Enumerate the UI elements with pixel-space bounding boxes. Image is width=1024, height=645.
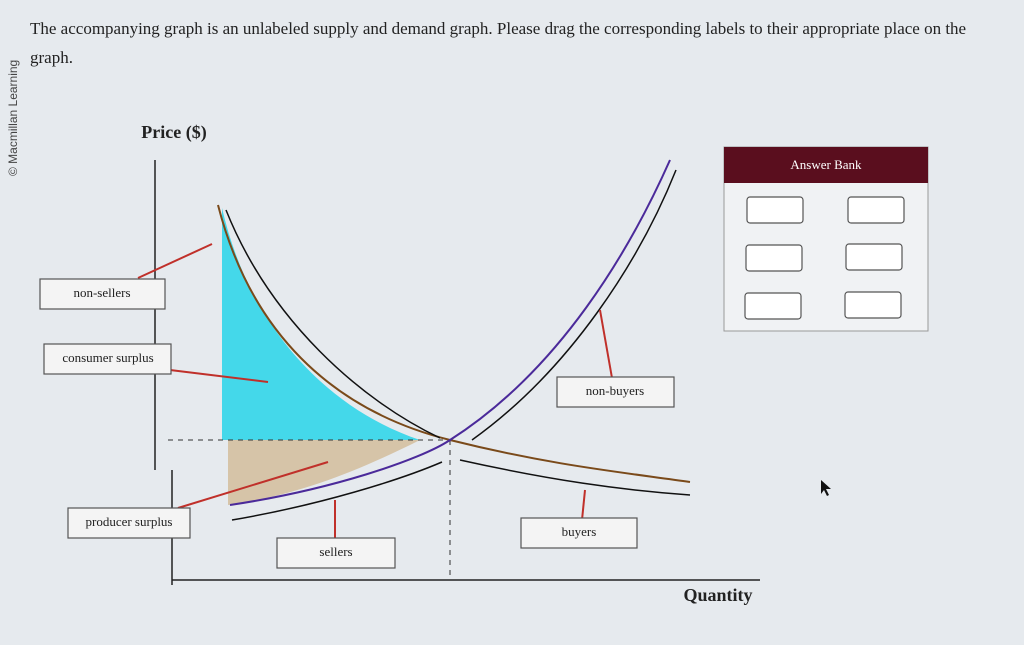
supply-bracket xyxy=(471,169,677,441)
label-text: consumer surplus xyxy=(62,350,153,365)
label-text: sellers xyxy=(319,544,352,559)
label-text: non-sellers xyxy=(73,285,130,300)
question-text: The accompanying graph is an unlabeled s… xyxy=(30,19,967,67)
cursor xyxy=(821,480,831,496)
drag-label[interactable]: consumer surplus xyxy=(43,343,172,375)
supply-curve xyxy=(229,159,671,506)
y-axis-label: Price ($) xyxy=(141,122,206,143)
x-axis-label: Quantity xyxy=(683,585,752,605)
answer-slot[interactable] xyxy=(745,244,803,272)
drag-label[interactable]: non-buyers xyxy=(556,376,675,408)
drag-label[interactable]: non-sellers xyxy=(39,278,166,310)
demand-bracket xyxy=(225,209,441,439)
answer-bank-header xyxy=(724,147,928,183)
drag-label[interactable]: producer surplus xyxy=(67,507,191,539)
demand-bracket xyxy=(459,459,691,496)
label-text: non-buyers xyxy=(586,383,645,398)
producer-surplus-area xyxy=(228,440,420,505)
label-text: buyers xyxy=(562,524,597,539)
demand-curve xyxy=(217,204,691,483)
answer-slot[interactable] xyxy=(844,291,902,319)
answer-bank-title: Answer Bank xyxy=(790,157,862,172)
drag-label[interactable]: sellers xyxy=(276,537,396,569)
answer-slot[interactable] xyxy=(845,243,903,271)
label-text: producer surplus xyxy=(85,514,172,529)
supply-bracket xyxy=(231,461,443,521)
drag-label[interactable]: buyers xyxy=(520,517,638,549)
answer-slot[interactable] xyxy=(744,292,802,320)
consumer-surplus-area xyxy=(222,208,420,440)
answer-slot[interactable] xyxy=(746,196,804,224)
answer-slot[interactable] xyxy=(847,196,905,224)
